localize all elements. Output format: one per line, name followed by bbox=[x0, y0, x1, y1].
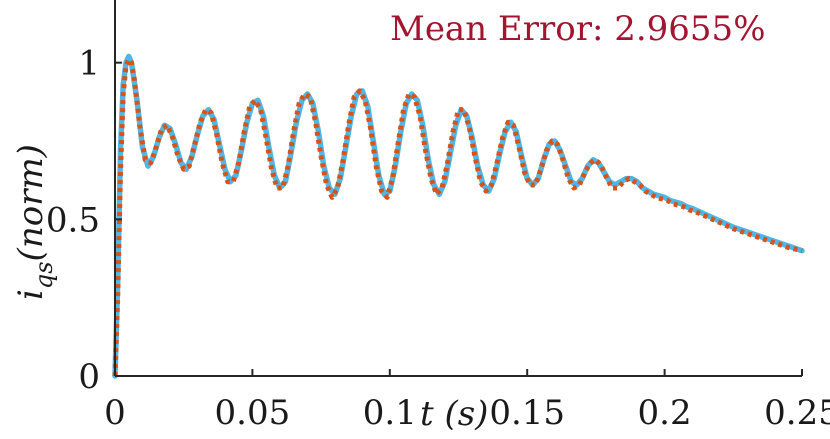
y-axis-title-base: i bbox=[11, 289, 51, 300]
y-tick-label: 1 bbox=[78, 44, 100, 84]
x-axis-title: t (s) bbox=[420, 394, 488, 434]
x-tick-label: 0.05 bbox=[215, 393, 291, 433]
mean-error-annotation: Mean Error: 2.9655% bbox=[390, 9, 766, 49]
x-tick-label: 0.15 bbox=[489, 393, 565, 433]
x-tick-label: 0.2 bbox=[638, 393, 692, 433]
y-tick-label: 0 bbox=[78, 357, 100, 397]
y-axis-title-rest: (norm) bbox=[11, 144, 51, 261]
series-1-line bbox=[112, 53, 805, 379]
series-2-line bbox=[112, 57, 803, 377]
y-axis-title-subscript: qs bbox=[30, 261, 58, 289]
x-tick-label: 0.25 bbox=[764, 393, 830, 433]
x-ticks: 0 0.05 0.1 0.15 0.2 0.25 bbox=[104, 369, 830, 433]
x-tick-label: 0.1 bbox=[363, 393, 417, 433]
series-layer bbox=[112, 53, 805, 379]
x-tick-label: 0 bbox=[104, 393, 126, 433]
y-tick-label: 0.5 bbox=[46, 200, 100, 240]
y-axis-title: iqs(norm) bbox=[11, 144, 58, 300]
y-ticks: 00.51 bbox=[46, 44, 122, 397]
